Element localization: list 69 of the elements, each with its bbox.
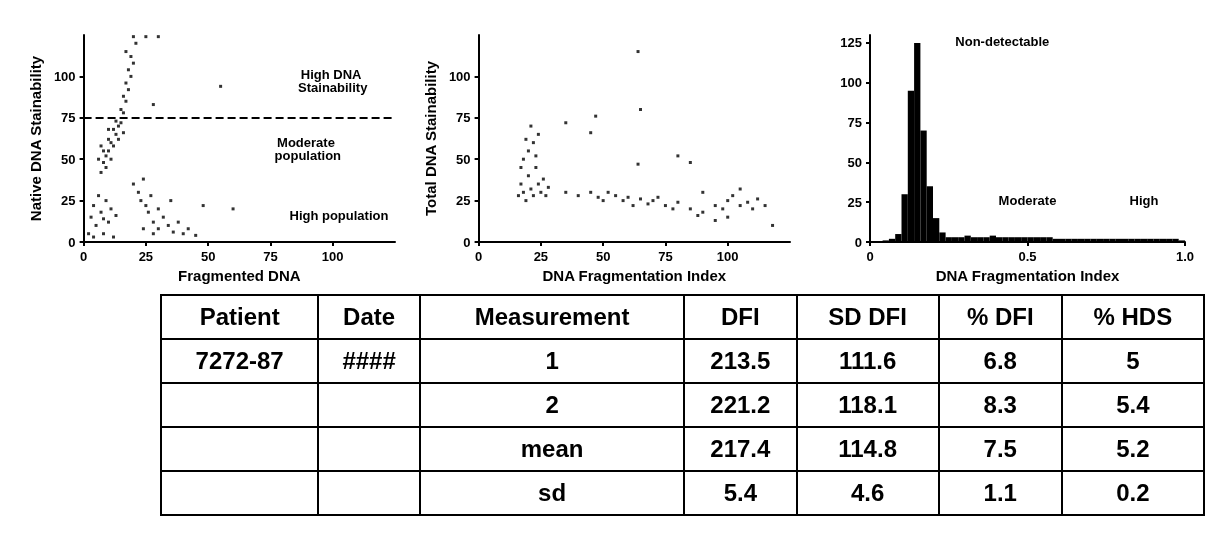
y-tick-label: 125	[840, 35, 862, 51]
text: 5.4	[1116, 391, 1150, 418]
text: 1	[545, 347, 559, 374]
x-tick-label: 50	[595, 249, 611, 264]
x-tick-label: 1.0	[1175, 249, 1195, 264]
text: 1.1	[983, 479, 1017, 506]
y-tick-label: 25	[61, 193, 76, 209]
text: 5.4	[723, 479, 758, 506]
y-tick-label: 0	[463, 234, 471, 250]
text: 0.2	[1116, 479, 1150, 506]
category-label: Measurement	[419, 295, 685, 339]
text: 4.6	[850, 479, 885, 506]
category-label: % DFI	[938, 295, 1062, 339]
y-tick-label: 25	[847, 194, 862, 210]
annotation: High population	[289, 207, 389, 223]
category-label: Patient	[161, 295, 319, 339]
y-tick-label: 100	[53, 68, 76, 84]
x-tick-label: 25	[533, 249, 549, 264]
y-tick-label: 50	[847, 154, 862, 170]
y-tick-label: 25	[456, 193, 471, 209]
x-tick-label: 0	[866, 249, 874, 264]
x-axis-title: DNA Fragmentation Index	[935, 266, 1120, 284]
text: 5.2	[1116, 435, 1150, 462]
text: 213.5	[710, 347, 771, 374]
text: 221.2	[710, 391, 771, 418]
text: 7.5	[983, 435, 1017, 462]
x-axis-title: DNA Fragmentation Index	[542, 266, 727, 284]
text: 118.1	[838, 391, 897, 418]
category-label: % HDS	[1061, 295, 1204, 339]
text: 111.6	[838, 347, 897, 374]
text: 5	[1126, 347, 1140, 374]
y-tick-label: 75	[847, 115, 862, 131]
y-tick-label: 0	[68, 234, 76, 250]
y-tick-label: 50	[61, 151, 76, 167]
text: 2	[545, 391, 559, 418]
text: mean	[520, 435, 584, 462]
x-tick-label: 25	[138, 249, 154, 264]
text: 114.8	[838, 435, 897, 462]
y-tick-label: 0	[854, 234, 862, 250]
text: sd	[538, 479, 567, 506]
x-axis-title: Fragmented DNA	[178, 266, 301, 284]
x-tick-label: 0.5	[1018, 249, 1037, 264]
annotation: Moderate population	[274, 134, 342, 163]
y-tick-label: 100	[448, 68, 471, 84]
y-tick-label: 75	[456, 110, 471, 126]
x-tick-label: 100	[716, 249, 739, 264]
annotation: High DNA Stainability	[298, 66, 369, 95]
y-axis-title: Total DNA Stainability	[422, 60, 439, 217]
x-tick-label: 75	[658, 249, 673, 264]
y-tick-label: 100	[840, 75, 862, 91]
y-tick-label: 75	[61, 110, 76, 126]
annotation: High	[1129, 193, 1159, 209]
text: ####	[342, 347, 396, 374]
text: 7272-87	[195, 347, 284, 374]
x-tick-label: 0	[474, 249, 483, 264]
y-tick-label: 50	[456, 151, 471, 167]
annotation: Moderate	[998, 193, 1057, 209]
category-label: Date	[318, 295, 420, 339]
category-label: SD DFI	[796, 295, 939, 339]
x-tick-label: 75	[263, 249, 278, 264]
text: 217.4	[710, 435, 771, 462]
x-tick-label: 100	[321, 249, 344, 264]
annotation: Non-detectable	[955, 33, 1050, 49]
y-axis-title: Native DNA Stainability	[27, 55, 44, 222]
category-label: DFI	[684, 295, 797, 339]
text: 8.3	[983, 391, 1017, 418]
text: 6.8	[983, 347, 1017, 374]
x-tick-label: 0	[79, 249, 88, 264]
x-tick-label: 50	[200, 249, 216, 264]
